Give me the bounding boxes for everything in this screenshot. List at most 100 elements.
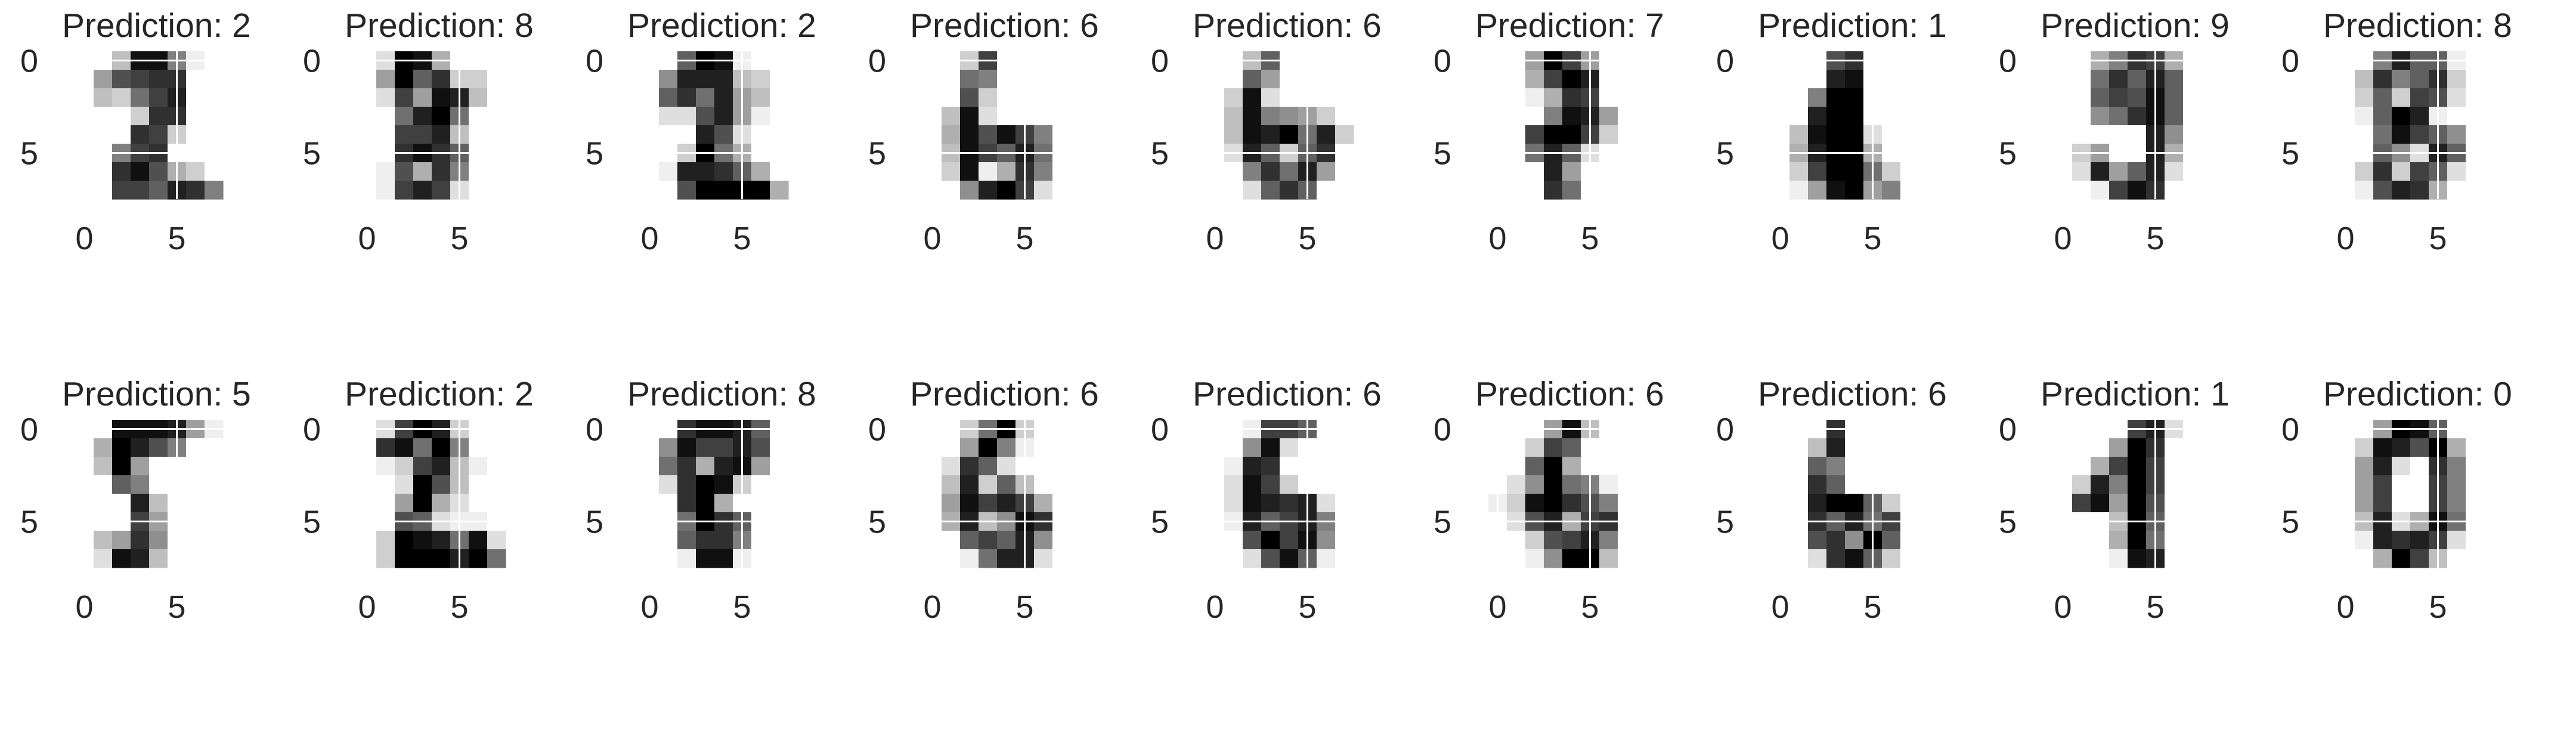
pixel-cell: [1224, 457, 1243, 476]
x-tick-label: 5: [450, 589, 468, 625]
prediction-title: Prediction: 7: [1475, 7, 1664, 45]
pixel-cell: [186, 107, 205, 126]
pixel-cell: [94, 70, 113, 89]
digit-panel: Prediction: 5 0 5 0 5: [0, 369, 281, 738]
pixel-cell: [1789, 438, 1809, 457]
pixel-cell: [112, 531, 131, 550]
pixel-cell: [376, 475, 395, 494]
pixel-cell: [94, 475, 113, 494]
pixel-cell: [1261, 107, 1280, 126]
x-tick-label: 5: [168, 589, 185, 625]
pixel-cell: [714, 475, 733, 494]
pixel-cell: [677, 475, 696, 494]
pixel-cell: [714, 181, 733, 200]
pixel-cell: [186, 531, 205, 550]
pixel-cell: [94, 162, 113, 181]
pixel-cell: [2355, 181, 2374, 200]
pixel-cell: [2183, 494, 2202, 513]
digit-image: [640, 420, 789, 568]
pixel-cell: [2072, 88, 2091, 107]
pixel-cell: [376, 162, 395, 181]
prediction-title: Prediction: 2: [345, 375, 534, 413]
pixel-cell: [751, 70, 770, 89]
pixel-cell: [395, 494, 414, 513]
pixel-cell: [2128, 549, 2147, 568]
pixel-cell: [112, 181, 131, 200]
pixel-cell: [1507, 494, 1526, 513]
pixel-cell: [376, 181, 395, 200]
pixel-cell: [1525, 125, 1544, 144]
pixel-cell: [714, 457, 733, 476]
pixel-cell: [1280, 162, 1299, 181]
digit-image: [1771, 420, 1919, 568]
y-tick-label: 5: [1999, 504, 2017, 540]
y-tick-label: 0: [1151, 412, 1169, 448]
x-tick-label: 5: [168, 221, 185, 256]
pixel-cell: [1034, 125, 1053, 144]
digit-panel: Prediction: 9 0 5 0 5: [1979, 0, 2260, 370]
y-tick-label: 5: [586, 504, 603, 540]
pixel-cell: [2072, 475, 2091, 494]
pixel-cell: [1034, 531, 1053, 550]
pixel-cell: [1525, 494, 1544, 513]
pixel-cell: [2109, 181, 2128, 200]
pixel-cell: [659, 181, 678, 200]
pixel-cell: [942, 549, 961, 568]
pixel-cell: [2466, 531, 2485, 550]
pixel-cell: [205, 70, 224, 89]
pixel-cell: [1317, 88, 1336, 107]
pixel-cell: [1808, 457, 1827, 476]
pixel-cell: [1826, 125, 1846, 144]
pixel-cell: [2165, 70, 2184, 89]
pixel-cell: [770, 549, 789, 568]
pixel-cell: [997, 438, 1016, 457]
pixel-cell: [2466, 70, 2485, 89]
pixel-cell: [112, 475, 131, 494]
pixel-cell: [659, 457, 678, 476]
pixel-cell: [2165, 457, 2184, 476]
pixel-cell: [1317, 181, 1336, 200]
pixel-cell: [1618, 531, 1637, 550]
pixel-cell: [2128, 107, 2147, 126]
pixel-cell: [112, 494, 131, 513]
digit-image: [75, 51, 224, 200]
x-tick-label: 5: [1015, 589, 1033, 625]
pixel-cell: [1826, 494, 1846, 513]
pixel-cell: [1335, 107, 1354, 126]
pixel-cell: [770, 531, 789, 550]
pixel-cell: [2410, 181, 2429, 200]
pixel-cell: [979, 531, 998, 550]
pixel-cell: [1525, 181, 1544, 200]
pixel-cell: [960, 457, 979, 476]
pixel-cell: [2373, 457, 2392, 476]
y-tick-label: 5: [868, 504, 886, 540]
pixel-cell: [2447, 531, 2466, 550]
pixel-cell: [2447, 457, 2466, 476]
pixel-cell: [1808, 531, 1827, 550]
pixel-cell: [942, 125, 961, 144]
pixel-cell: [1599, 475, 1618, 494]
pixel-cell: [1845, 162, 1864, 181]
pixel-cell: [413, 531, 432, 550]
pixel-cell: [2355, 88, 2374, 107]
pixel-cell: [94, 125, 113, 144]
pixel-cell: [960, 549, 979, 568]
digit-image-axes: 0 5 0 5: [1151, 44, 1354, 256]
pixel-cell: [2109, 88, 2128, 107]
pixel-cell: [770, 475, 789, 494]
pixel-cell: [1845, 531, 1864, 550]
pixel-cell: [1052, 531, 1072, 550]
pixel-cell: [677, 125, 696, 144]
x-tick-label: 5: [2429, 589, 2447, 625]
pixel-cell: [659, 162, 678, 181]
pixel-cell: [960, 70, 979, 89]
pixel-cell: [487, 181, 506, 200]
digit-image-axes: 0 5 0 5: [1433, 412, 1637, 625]
pixel-cell: [487, 457, 506, 476]
pixel-cell: [1900, 457, 1919, 476]
pixel-cell: [1599, 107, 1618, 126]
pixel-cell: [1034, 457, 1053, 476]
pixel-cell: [2128, 88, 2147, 107]
pixel-cell: [1882, 181, 1901, 200]
